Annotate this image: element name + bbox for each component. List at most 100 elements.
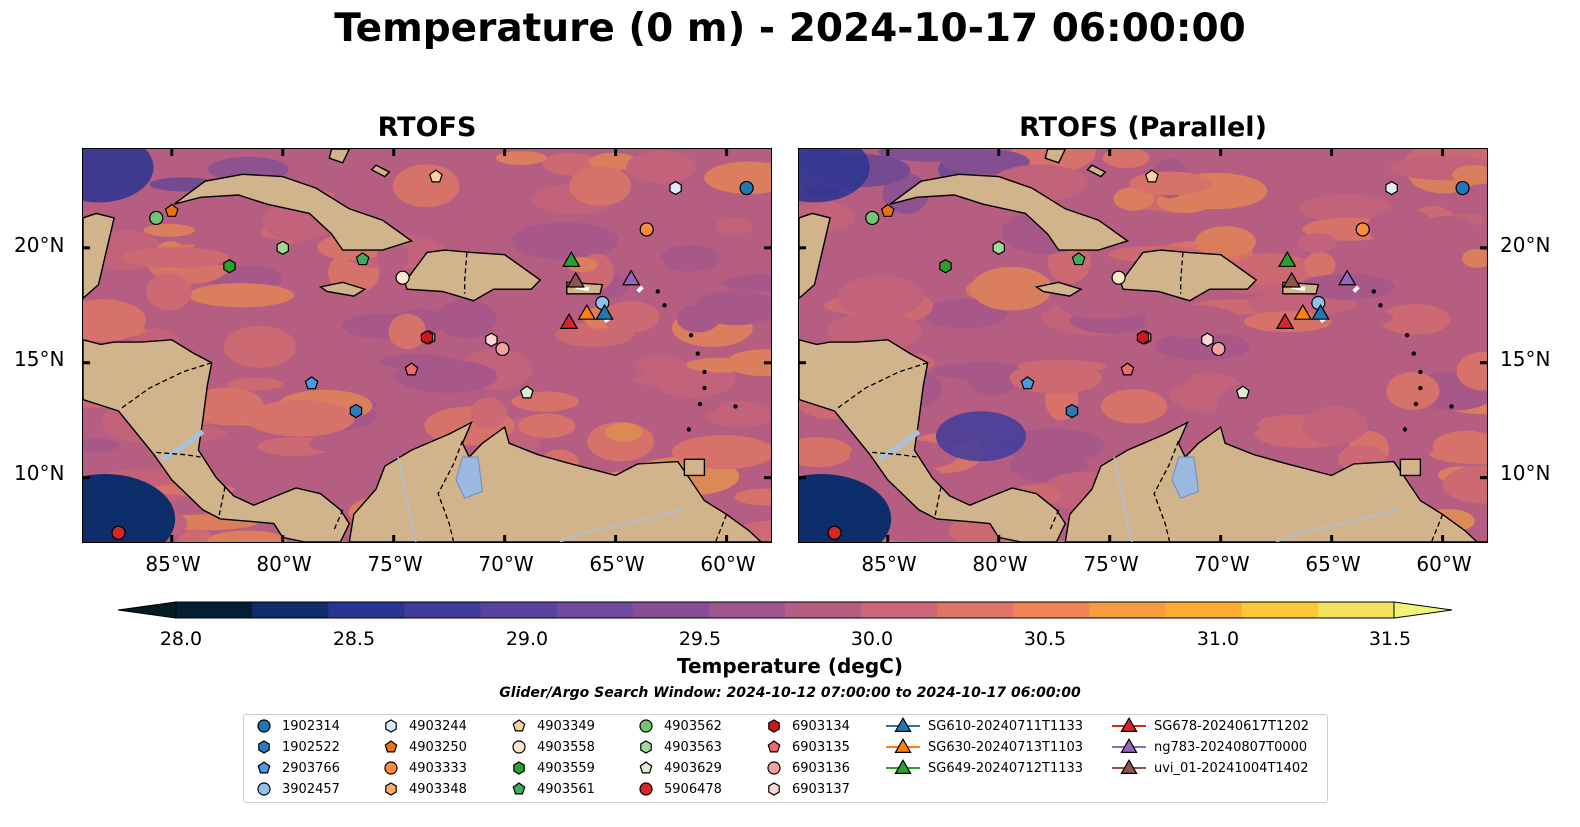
observation-marker (1144, 169, 1159, 183)
lat-tick-10n: 10°N (14, 461, 65, 485)
glider-legend-icon (886, 738, 920, 753)
colorbar-tick: 29.5 (678, 628, 722, 650)
float-legend-icon (767, 740, 781, 753)
observation-marker (639, 222, 654, 237)
observation-marker (1065, 403, 1079, 419)
legend-marker (768, 719, 780, 733)
legend-label: 4903629 (664, 760, 722, 776)
observation-marker (562, 250, 581, 267)
observation-marker (1293, 303, 1313, 320)
island (1413, 401, 1419, 407)
observation-markers (111, 169, 754, 540)
island (697, 401, 703, 407)
observation-marker (1337, 269, 1357, 286)
landmass (1034, 281, 1083, 297)
lat-tick-15n: 15°N (14, 347, 65, 371)
legend-item: 4903244 (381, 716, 467, 736)
legend-item: ng783-20240807T0000 (1112, 737, 1307, 757)
lat-tick-15n: 15°N (1500, 347, 1551, 371)
observation-marker (595, 295, 610, 311)
legend-label: 2903766 (282, 760, 340, 776)
lon-tick-65w: 65°W (1305, 552, 1361, 576)
river (397, 456, 417, 542)
legend-label: 4903561 (537, 781, 595, 797)
island (702, 385, 707, 391)
legend-marker (512, 719, 526, 732)
float-legend-icon (512, 740, 526, 754)
island (1402, 427, 1408, 432)
legend-item: 4903349 (509, 716, 595, 736)
legend-item: 4903348 (381, 779, 467, 799)
legend-marker (639, 761, 653, 774)
colorbar-segment (708, 602, 786, 618)
landmass (328, 149, 351, 164)
island (733, 404, 738, 409)
float-legend-icon (258, 740, 270, 754)
observation-marker (420, 330, 434, 345)
observation-marker (495, 341, 510, 357)
lat-tick-20n: 20°N (1500, 233, 1551, 257)
legend-item: 6903136 (764, 758, 850, 778)
island (1418, 385, 1423, 391)
colorbar-tick: 31.0 (1196, 628, 1240, 650)
landmass (1086, 164, 1107, 178)
legend-label: 4903333 (409, 760, 467, 776)
legend-item: 6903135 (764, 737, 850, 757)
observation-marker (566, 271, 585, 288)
observation-marker (349, 403, 363, 419)
landmass (683, 458, 706, 477)
observation-marker (880, 203, 895, 217)
landmass (404, 249, 542, 302)
legend-item: uvi_01-20241004T1402 (1112, 758, 1308, 778)
map-canvas (83, 149, 771, 542)
lon-tick-65w: 65°W (589, 552, 645, 576)
glider-legend-icon (886, 759, 920, 774)
float-legend-icon (767, 761, 781, 775)
legend-item: 4903558 (509, 737, 595, 757)
legend-item: 4903250 (381, 737, 467, 757)
landmass (318, 281, 367, 297)
observation-marker (595, 303, 614, 320)
legend-item: 4903562 (636, 716, 722, 736)
landmass (370, 164, 391, 178)
legend-marker (1120, 759, 1138, 774)
colorbar-segment (480, 602, 558, 618)
river (1275, 509, 1399, 542)
axis-ticks (83, 149, 771, 542)
colorbar-scale (117, 601, 1453, 619)
country-border (437, 440, 464, 542)
observation-marker (149, 210, 164, 226)
lon-tick-85w: 85°W (861, 552, 917, 576)
lon-tick-60w: 60°W (1416, 552, 1472, 576)
legend-label: ng783-20240807T0000 (1154, 739, 1308, 755)
observation-marker (1311, 303, 1330, 320)
observation-marker (1201, 332, 1214, 347)
panel-title-rtofs-parallel: RTOFS (Parallel) (1019, 112, 1267, 143)
legend-label: 4903250 (409, 739, 467, 755)
colorbar-tick: 28.5 (332, 628, 376, 650)
country-border (1049, 509, 1060, 531)
observation-marker (1385, 180, 1398, 196)
lon-tick-85w: 85°W (145, 552, 201, 576)
legend-marker (385, 719, 397, 733)
observation-marker (1211, 341, 1226, 357)
legend-marker (512, 782, 526, 795)
legend-marker (257, 719, 271, 733)
colorbar-extend-low (117, 601, 177, 619)
observation-marker (1355, 222, 1370, 237)
river (559, 509, 683, 542)
legend-marker (639, 719, 653, 733)
colorbar-segment (632, 602, 710, 618)
legend-label: 4903562 (664, 718, 722, 734)
colorbar-tick: 28.0 (159, 628, 203, 650)
island (686, 427, 692, 432)
country-border (464, 252, 468, 294)
observation-marker (1235, 385, 1250, 399)
float-legend-icon (639, 782, 653, 796)
island (1449, 404, 1454, 409)
legend-marker (1120, 738, 1138, 753)
observation-marker (865, 210, 880, 226)
legend-marker (894, 738, 912, 753)
island (662, 303, 667, 308)
colorbar-tick: 30.0 (850, 628, 894, 650)
